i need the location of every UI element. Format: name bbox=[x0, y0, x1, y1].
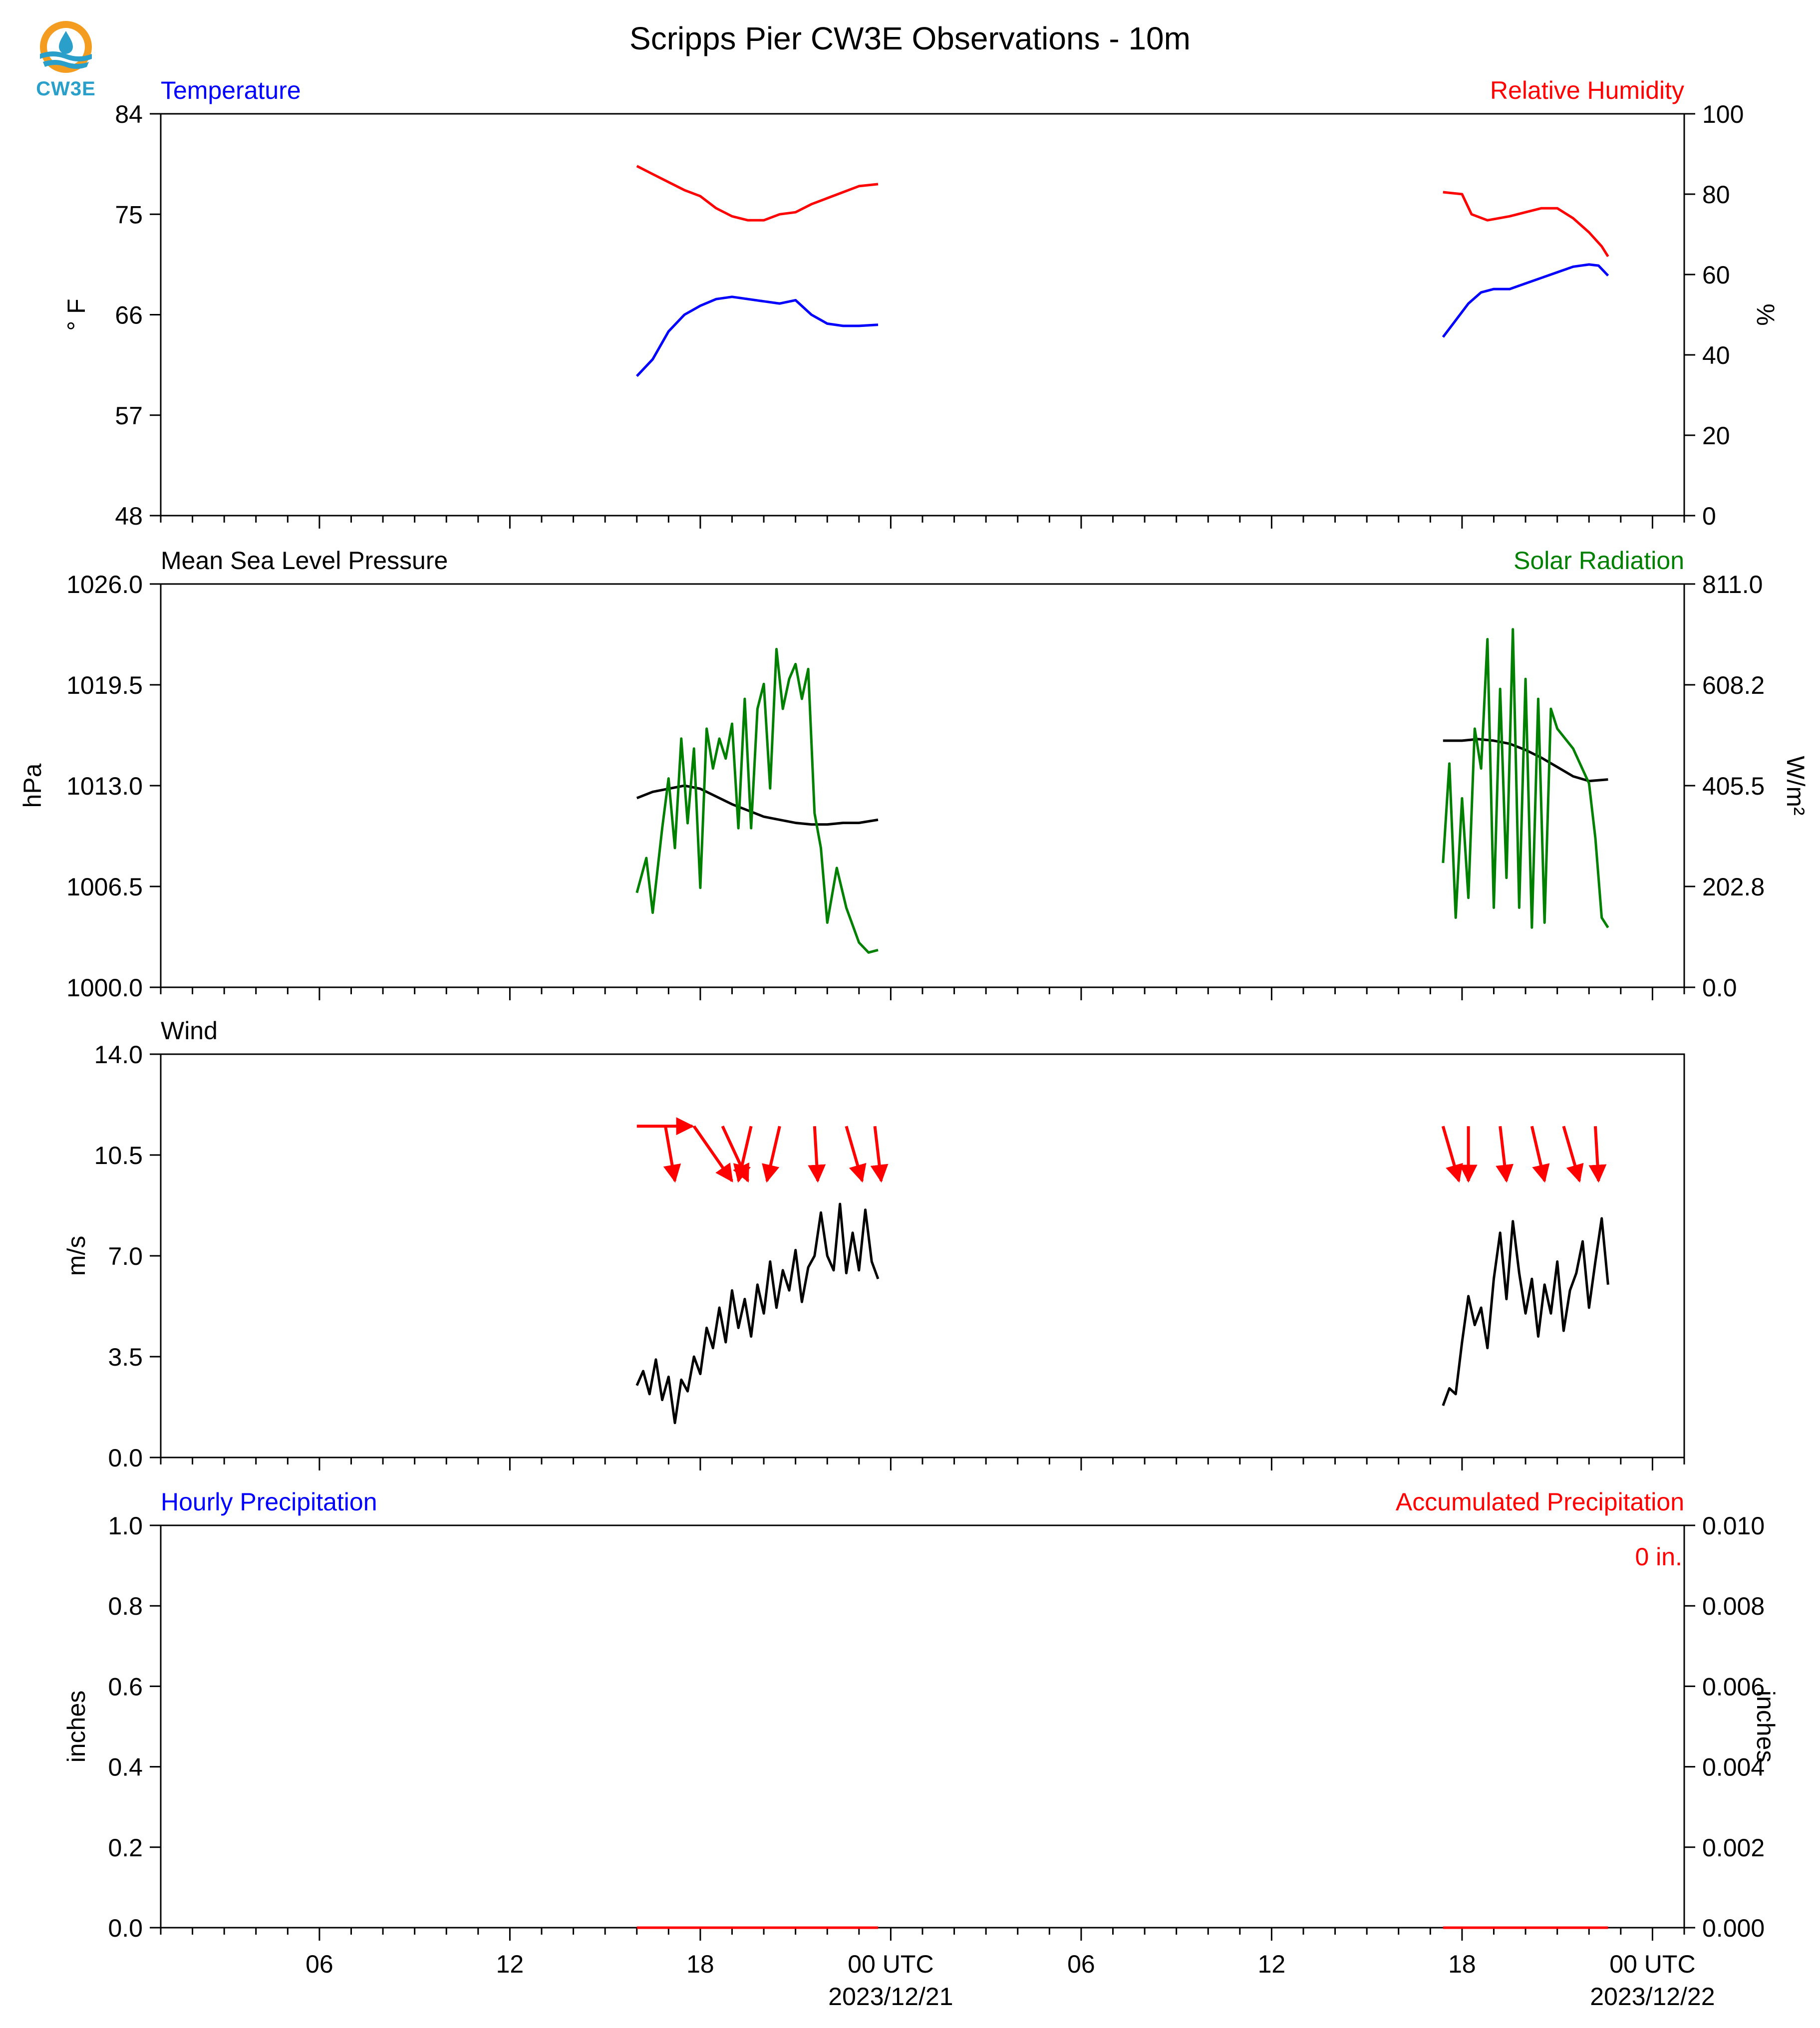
y-right-tick-label: 60 bbox=[1702, 261, 1730, 289]
series-line-black bbox=[1442, 1217, 1609, 1406]
y-left-tick-label: 1000.0 bbox=[66, 974, 143, 1002]
x-tick-label: 12 bbox=[496, 1950, 524, 1978]
y-axis-label-right: W/m² bbox=[1782, 756, 1810, 815]
series-line-blue bbox=[635, 295, 879, 377]
y-left-tick-label: 84 bbox=[115, 100, 143, 128]
y-left-tick-label: 7.0 bbox=[108, 1242, 143, 1270]
y-left-tick-label: 75 bbox=[115, 201, 143, 229]
y-right-tick-label: 100 bbox=[1702, 100, 1744, 128]
wind-arrow bbox=[845, 1126, 867, 1183]
panel-title-right: Accumulated Precipitation bbox=[1396, 1488, 1684, 1516]
x-tick-label: 00 UTC bbox=[848, 1950, 933, 1978]
x-tick-label: 18 bbox=[686, 1950, 714, 1978]
y-right-tick-label: 0.010 bbox=[1702, 1512, 1765, 1540]
y-right-tick-label: 20 bbox=[1702, 422, 1730, 450]
y-left-tick-label: 1026.0 bbox=[66, 571, 143, 598]
panel-title-left: Wind bbox=[161, 1017, 218, 1045]
precip-total-annotation: 0 in. bbox=[1635, 1543, 1682, 1571]
panel-4: 06 12 18 00 UTC 2023/12/21 06 12 18 00 UTC 2023/1… bbox=[62, 1488, 1780, 2011]
wind-arrow bbox=[808, 1126, 826, 1183]
y-right-tick-label: 0.002 bbox=[1702, 1834, 1765, 1862]
figure-title: Scripps Pier CW3E Observations - 10m bbox=[629, 20, 1191, 56]
panel-1: 48 57 66 75 84 0 20 40 60 80 100 Temperature Relativ… bbox=[62, 76, 1780, 530]
y-left-tick-label: 0.0 bbox=[108, 1444, 143, 1472]
y-axis-label-left: ° F bbox=[62, 298, 90, 330]
wind-arrow bbox=[1441, 1126, 1463, 1183]
y-right-tick-label: 0.006 bbox=[1702, 1673, 1765, 1701]
cw3e-logo: CW3E bbox=[31, 19, 101, 104]
y-left-tick-label: 0.8 bbox=[108, 1592, 143, 1620]
plot-frame bbox=[160, 1524, 1685, 1929]
y-axis-label-left: m/s bbox=[62, 1236, 90, 1276]
x-tick-label: 00 UTC bbox=[1609, 1950, 1695, 1978]
y-left-tick-label: 1019.5 bbox=[66, 671, 143, 699]
y-left-tick-label: 0.4 bbox=[108, 1753, 143, 1781]
series-line-black bbox=[636, 784, 879, 826]
y-right-tick-label: 0.000 bbox=[1702, 1914, 1765, 1942]
y-right-tick-label: 0 bbox=[1702, 502, 1716, 530]
series-line-red bbox=[636, 165, 879, 222]
wind-arrow bbox=[1496, 1126, 1514, 1183]
y-right-tick-label: 0.0 bbox=[1702, 974, 1737, 1002]
y-axis-label-right: inches bbox=[1752, 1691, 1780, 1763]
panel-title-left: Hourly Precipitation bbox=[161, 1488, 377, 1516]
wind-arrow bbox=[870, 1126, 889, 1183]
y-right-tick-label: 405.5 bbox=[1702, 772, 1765, 800]
y-left-tick-label: 66 bbox=[115, 301, 143, 329]
plot-frame bbox=[160, 1053, 1685, 1458]
y-left-tick-label: 57 bbox=[115, 402, 143, 430]
y-left-tick-label: 14.0 bbox=[94, 1041, 143, 1069]
x-tick-label: 06 bbox=[305, 1950, 333, 1978]
panel-3: 0.0 3.5 7.0 10.5 14.0 Wind m/s bbox=[62, 1017, 1685, 1472]
y-left-tick-label: 3.5 bbox=[108, 1343, 143, 1371]
y-right-tick-label: 608.2 bbox=[1702, 671, 1765, 699]
wind-arrow bbox=[762, 1126, 781, 1183]
y-left-tick-label: 10.5 bbox=[94, 1142, 143, 1169]
y-axis-label-left: hPa bbox=[18, 763, 46, 808]
x-tick-label: 06 bbox=[1067, 1950, 1095, 1978]
series-line-green bbox=[1442, 628, 1609, 929]
series-line-black bbox=[1443, 738, 1608, 783]
cw3e-logo-icon bbox=[40, 21, 92, 73]
wind-arrow bbox=[733, 1126, 753, 1183]
plot-frame bbox=[160, 113, 1685, 517]
panel-title-left: Temperature bbox=[161, 76, 301, 104]
wind-arrow bbox=[692, 1125, 733, 1182]
series-line-black bbox=[635, 1202, 880, 1425]
y-axis-label-right: % bbox=[1752, 303, 1780, 325]
x-tick-label: 18 bbox=[1448, 1950, 1476, 1978]
y-left-tick-label: 1006.5 bbox=[66, 873, 143, 901]
wind-arrow bbox=[1588, 1126, 1607, 1183]
logo-text: CW3E bbox=[36, 78, 96, 100]
wind-arrow bbox=[1530, 1126, 1550, 1183]
series-line-red bbox=[1443, 191, 1609, 258]
y-right-tick-label: 811.0 bbox=[1702, 571, 1763, 598]
y-left-tick-label: 48 bbox=[115, 502, 143, 530]
series-line-green bbox=[635, 648, 879, 954]
wind-arrow bbox=[663, 1126, 681, 1183]
panel-2: 1000.0 1006.5 1013.0 1019.5 1026.0 0.0 202.8 40… bbox=[18, 547, 1810, 1002]
panel-title-right: Relative Humidity bbox=[1490, 76, 1684, 104]
y-left-tick-label: 1013.0 bbox=[66, 772, 143, 800]
plot-frame bbox=[160, 583, 1685, 988]
x-date-label: 2023/12/22 bbox=[1590, 1983, 1715, 2011]
wind-arrow bbox=[1562, 1126, 1584, 1183]
y-right-tick-label: 80 bbox=[1702, 181, 1730, 209]
y-left-tick-label: 1.0 bbox=[108, 1512, 143, 1540]
x-tick-label: 12 bbox=[1258, 1950, 1286, 1978]
y-left-tick-label: 0.2 bbox=[108, 1834, 143, 1862]
y-left-tick-label: 0.0 bbox=[108, 1914, 143, 1942]
panel-title-right: Solar Radiation bbox=[1514, 547, 1684, 575]
y-left-tick-label: 0.6 bbox=[108, 1673, 143, 1701]
series-line-blue bbox=[1442, 263, 1609, 338]
y-right-tick-label: 40 bbox=[1702, 341, 1730, 369]
x-date-label: 2023/12/21 bbox=[828, 1983, 953, 2011]
panel-title-left: Mean Sea Level Pressure bbox=[161, 547, 448, 575]
y-right-tick-label: 0.008 bbox=[1702, 1592, 1765, 1620]
y-axis-label-left: inches bbox=[62, 1691, 90, 1763]
y-right-tick-label: 0.004 bbox=[1702, 1753, 1765, 1781]
y-right-tick-label: 202.8 bbox=[1702, 873, 1765, 901]
